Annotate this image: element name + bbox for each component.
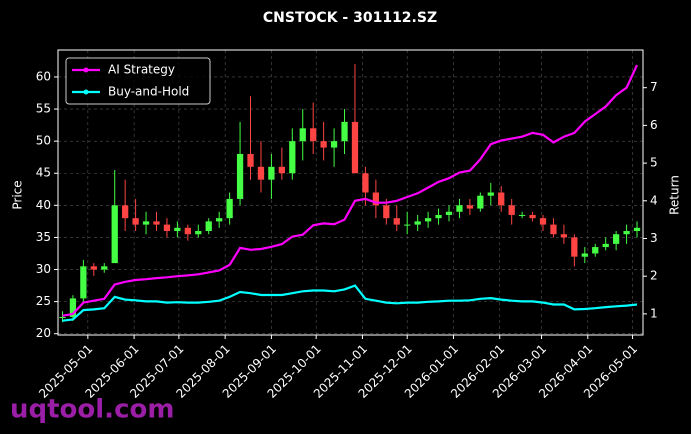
series-line: [62, 284, 638, 322]
candle-body: [299, 128, 306, 142]
candle-body: [163, 224, 171, 232]
candle-body: [466, 205, 474, 209]
y2-tick-label: 3: [650, 231, 658, 245]
watermark: uqtool.com: [10, 395, 174, 425]
candle-body: [101, 266, 108, 270]
candle-body: [205, 221, 212, 232]
y-tick-label: 25: [36, 294, 51, 308]
candle-body: [289, 141, 296, 174]
candle-body: [362, 173, 369, 193]
candle-body: [330, 141, 338, 148]
candle-body: [445, 211, 453, 215]
candle-body: [372, 192, 380, 206]
y2-tick-label: 5: [650, 156, 658, 170]
y-tick-label: 50: [36, 134, 51, 148]
y-tick-label: 45: [36, 166, 51, 180]
candle-body: [132, 218, 139, 225]
candle-body: [310, 128, 317, 142]
legend-label: Buy-and-Hold: [108, 85, 189, 99]
candle-body: [571, 237, 578, 257]
y-axis-label: Price: [11, 180, 25, 209]
candle-body: [633, 227, 641, 232]
candle-body: [341, 121, 348, 142]
candle-body: [90, 266, 97, 270]
y-tick-label: 40: [36, 198, 51, 212]
candle-body: [393, 218, 400, 225]
candle-body: [69, 298, 77, 318]
candle-body: [153, 221, 160, 225]
candle-body: [550, 224, 557, 235]
candle-body: [268, 166, 275, 180]
candle-body: [487, 192, 494, 196]
candle-body: [602, 243, 609, 248]
candle-body: [278, 166, 285, 174]
candle-body: [236, 153, 244, 199]
candle-body: [613, 234, 620, 244]
plot-frame: [57, 49, 644, 336]
y-tick-label: 60: [36, 69, 51, 83]
candle-body: [508, 205, 515, 215]
y2-tick-label: 7: [650, 80, 658, 94]
candle-body: [477, 195, 484, 209]
y2-tick-label: 6: [650, 118, 658, 132]
candle-body: [435, 214, 442, 219]
candle-body: [247, 153, 254, 167]
candle-body: [498, 192, 505, 206]
legend-marker: [83, 67, 89, 73]
series-line: [62, 64, 638, 317]
candle-body: [174, 227, 181, 232]
candle-body: [184, 227, 191, 235]
candle-body: [456, 205, 463, 212]
candle-body: [80, 266, 87, 299]
candle-body: [623, 231, 630, 235]
candle-body: [142, 221, 150, 225]
candle-body: [592, 247, 599, 254]
y2-tick-label: 4: [650, 193, 658, 207]
legend-marker: [83, 89, 89, 95]
y-tick-label: 20: [36, 326, 51, 340]
candle-body: [122, 205, 129, 219]
legend-label: AI Strategy: [108, 63, 175, 77]
y2-tick-label: 1: [650, 306, 658, 320]
candle-body: [226, 198, 233, 219]
candle-body: [518, 214, 526, 216]
candle-body: [351, 121, 359, 174]
candle-body: [560, 234, 568, 238]
candle-body: [257, 166, 265, 180]
candle-body: [111, 205, 118, 264]
candle-body: [581, 253, 588, 257]
candle-body: [383, 205, 390, 219]
candle-body: [216, 218, 223, 222]
y2-tick-label: 2: [650, 269, 658, 283]
legend-box: [65, 57, 211, 105]
y2-axis-label: Return: [668, 175, 682, 215]
candle-body: [195, 231, 202, 235]
y-tick-label: 30: [36, 262, 51, 276]
candle-body: [414, 221, 421, 225]
candle-body: [404, 224, 411, 226]
candle-body: [59, 317, 66, 319]
y-tick-label: 35: [36, 230, 51, 244]
candle-body: [529, 214, 536, 219]
candle-body: [424, 218, 432, 222]
y-tick-label: 55: [36, 102, 51, 116]
candle-body: [320, 141, 327, 148]
chart-title: CNSTOCK - 301112.SZ: [263, 10, 437, 26]
candle-body: [539, 218, 547, 225]
